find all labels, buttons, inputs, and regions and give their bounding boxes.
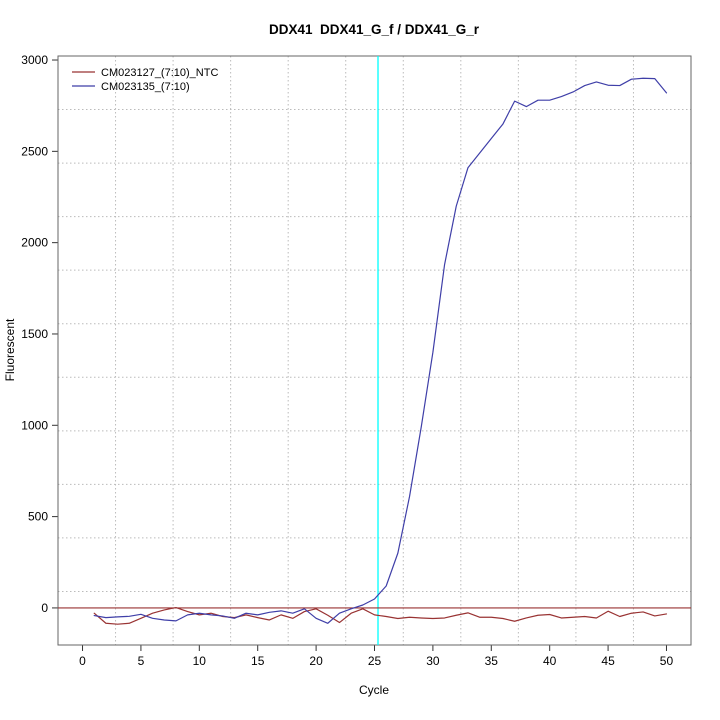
gridlines bbox=[58, 56, 691, 645]
threshold-markers bbox=[58, 56, 691, 645]
x-tick-label: 25 bbox=[368, 654, 382, 668]
series-lines bbox=[93, 77, 668, 625]
x-tick-label: 15 bbox=[251, 654, 265, 668]
legend-entry-sample: CM023135_(7:10) bbox=[72, 81, 190, 93]
x-tick-label: 50 bbox=[660, 654, 674, 668]
legend: CM023127_(7:10)_NTC CM023135_(7:10) bbox=[72, 67, 218, 93]
y-tick-label: 500 bbox=[28, 510, 48, 524]
axes: 0 5 10 15 20 25 30 35 40 45 5005001000150020002500… bbox=[21, 53, 673, 668]
chart-title: DDX41 DDX41_G_f / DDX41_G_r bbox=[269, 22, 480, 37]
x-tick-label: 30 bbox=[426, 654, 440, 668]
sample-legend-label: CM023135_(7:10) bbox=[101, 81, 190, 93]
x-tick-label: 20 bbox=[309, 654, 323, 668]
plot-panel-border bbox=[57, 55, 692, 646]
y-tick-label: 1500 bbox=[21, 327, 48, 341]
y-tick-label: 0 bbox=[41, 601, 48, 615]
ntc-legend-label: CM023127_(7:10)_NTC bbox=[101, 67, 218, 79]
y-axis-label: Fluorescent bbox=[3, 318, 17, 381]
x-axis-label: Cycle bbox=[359, 683, 389, 697]
legend-entry-ntc: CM023127_(7:10)_NTC bbox=[72, 67, 218, 79]
ntc-series-line bbox=[93, 606, 668, 625]
y-tick-label: 3000 bbox=[21, 53, 48, 67]
x-tick-label: 5 bbox=[138, 654, 145, 668]
sample-series-line bbox=[93, 77, 668, 624]
y-tick-label: 2500 bbox=[21, 144, 48, 158]
x-tick-label: 35 bbox=[485, 654, 499, 668]
x-tick-label: 0 bbox=[79, 654, 86, 668]
x-tick-label: 10 bbox=[193, 654, 207, 668]
x-tick-label: 40 bbox=[543, 654, 557, 668]
x-tick-label: 45 bbox=[601, 654, 615, 668]
y-tick-label: 2000 bbox=[21, 236, 48, 250]
y-tick-label: 1000 bbox=[21, 418, 48, 432]
